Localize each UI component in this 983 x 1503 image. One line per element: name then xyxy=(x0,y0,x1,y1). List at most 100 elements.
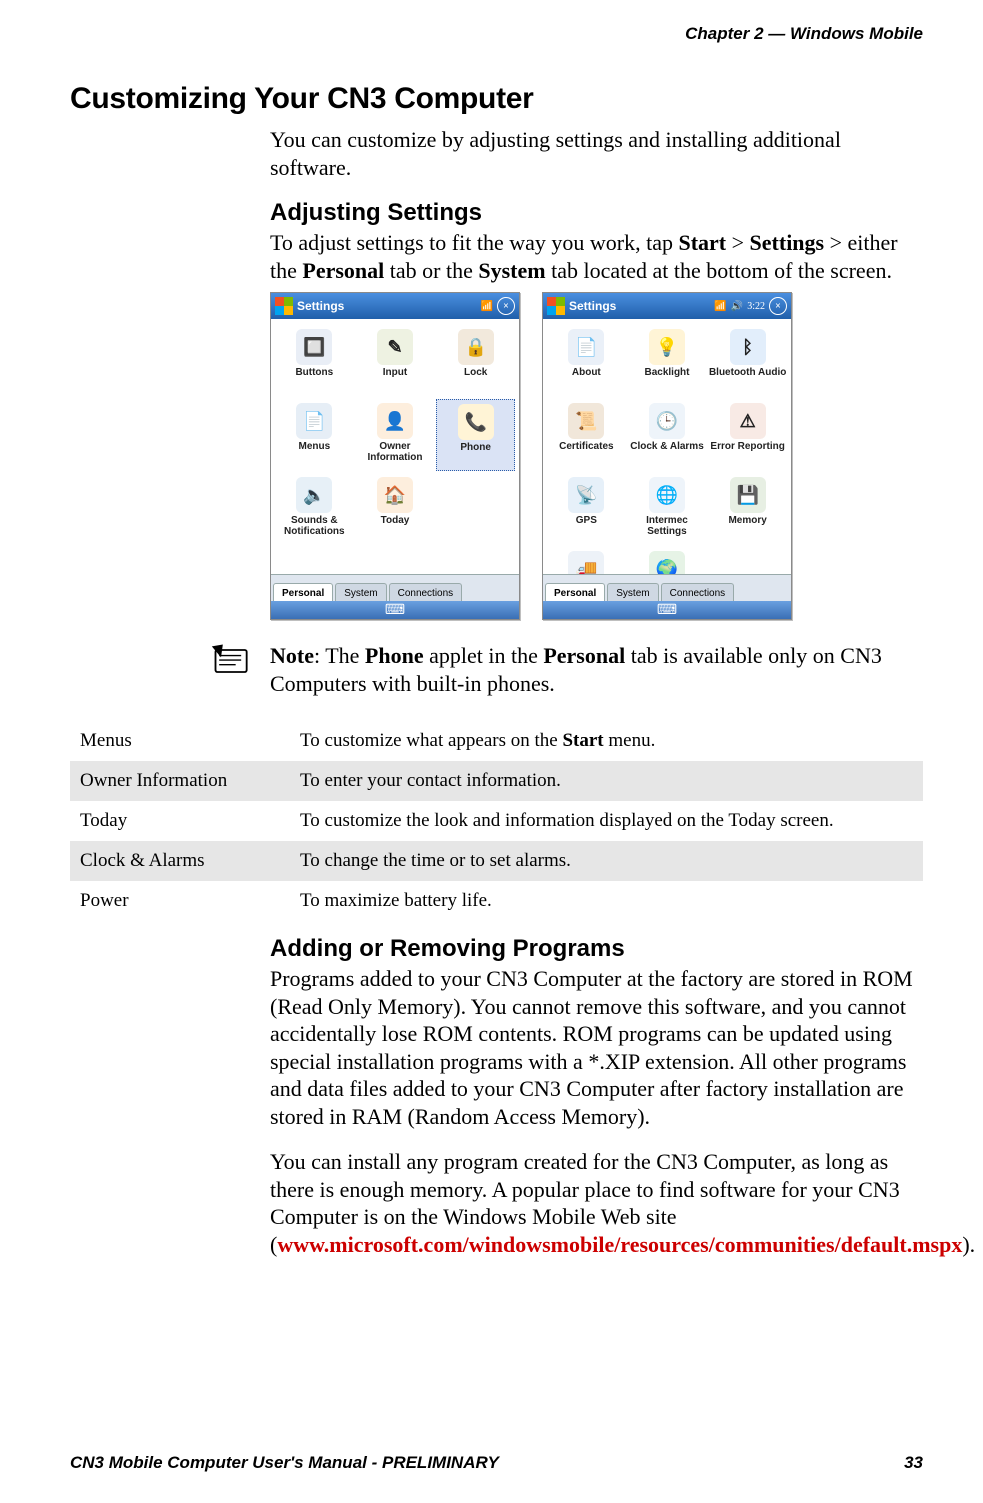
keyboard-icon: ⌨ xyxy=(385,602,405,619)
applet-label: Today xyxy=(381,515,410,526)
text: ). xyxy=(962,1232,975,1257)
settings-bold: Settings xyxy=(750,230,825,255)
table-value: To customize the look and information di… xyxy=(290,801,923,841)
running-header: Chapter 2 — Windows Mobile xyxy=(70,24,923,44)
tab-personal: Personal xyxy=(545,583,605,601)
table-key: Today xyxy=(70,801,290,841)
tab-bar: Personal System Connections xyxy=(543,574,791,601)
applet-grid-personal: 🔲Buttons✎Input 🔒 Lock 📄Menus 👤Owner Informat… xyxy=(271,319,519,573)
applet-item: 🔲Buttons xyxy=(275,325,354,397)
adding-p1: Programs added to your CN3 Computer at t… xyxy=(270,965,923,1130)
intro-paragraph: You can customize by adjusting settings … xyxy=(270,126,923,181)
applet-icon: 🔒 xyxy=(458,329,494,365)
table-value: To change the time or to set alarms. xyxy=(290,841,923,881)
note-label: Note xyxy=(270,643,314,668)
applet-icon: 💡 xyxy=(649,329,685,365)
clock-text: 3:22 xyxy=(747,301,765,312)
screenshots-row: Settings 📶 × 🔲Buttons✎Input 🔒 Lock 📄Menus 👤O… xyxy=(270,292,923,620)
applet-item: 🔒 Lock xyxy=(436,325,515,397)
applet-item: 🌐Intermec Settings xyxy=(628,473,707,545)
applet-item: 📜Certificates xyxy=(547,399,626,471)
applet-item: 📞Phone xyxy=(436,399,515,471)
text: > xyxy=(726,230,749,255)
applet-item: 🕒Clock & Alarms xyxy=(628,399,707,471)
adjusting-heading: Adjusting Settings xyxy=(270,199,923,227)
table-row: Owner InformationTo enter your contact i… xyxy=(70,761,923,801)
table-row: Clock & AlarmsTo change the time or to s… xyxy=(70,841,923,881)
applet-icon: ⚠ xyxy=(730,403,766,439)
table-key: Owner Information xyxy=(70,761,290,801)
table-row: MenusTo customize what appears on the St… xyxy=(70,721,923,761)
applet-item: 💡Backlight xyxy=(628,325,707,397)
close-icon: × xyxy=(769,297,787,315)
applet-grid-system: 📄 About 💡BacklightᛒBluetooth Audio 📜Certifi… xyxy=(543,319,791,573)
applet-label: Input xyxy=(383,367,407,378)
applet-label: Certificates xyxy=(559,441,613,452)
applet-label: GPS xyxy=(576,515,597,526)
screenshot-system: Settings 📶 🔊 3:22 × 📄 About 💡BacklightᛒBlu… xyxy=(542,292,792,620)
table-row: PowerTo maximize battery life. xyxy=(70,881,923,921)
footer-left: CN3 Mobile Computer User's Manual - PREL… xyxy=(70,1453,499,1473)
table-key: Menus xyxy=(70,721,290,761)
tab-system: System xyxy=(335,583,386,601)
applet-item: 🔈Sounds & Notifications xyxy=(275,473,354,545)
note-icon xyxy=(210,642,254,685)
start-bold: Start xyxy=(678,230,726,255)
applet-icon: 📡 xyxy=(568,477,604,513)
page-number: 33 xyxy=(904,1453,923,1473)
applet-icon: 📄 xyxy=(568,329,604,365)
tab-system: System xyxy=(607,583,658,601)
applet-item: 📄 About xyxy=(547,325,626,397)
signal-icon: 📶 xyxy=(714,301,726,312)
applet-item: 📡 GPS xyxy=(547,473,626,545)
soft-input-bar: ⌨ xyxy=(543,601,791,619)
applet-label: Lock xyxy=(464,367,487,378)
table-key: Power xyxy=(70,881,290,921)
main-heading: Customizing Your CN3 Computer xyxy=(70,82,923,116)
personal-bold: Personal xyxy=(302,258,384,283)
applet-label: Owner Information xyxy=(356,441,435,463)
adding-heading: Adding or Removing Programs xyxy=(270,935,923,963)
applet-label: Bluetooth Audio xyxy=(709,367,786,378)
screenshot-personal: Settings 📶 × 🔲Buttons✎Input 🔒 Lock 📄Menus 👤O… xyxy=(270,292,520,620)
text: tab located at the bottom of the screen. xyxy=(546,258,892,283)
sys-tray: 📶 × xyxy=(481,297,515,315)
applet-label: Intermec Settings xyxy=(628,515,707,537)
applet-icon: 👤 xyxy=(377,403,413,439)
settings-table: MenusTo customize what appears on the St… xyxy=(70,721,923,921)
titlebar: Settings 📶 🔊 3:22 × xyxy=(543,293,791,319)
applet-item: ⚠Error Reporting xyxy=(708,399,787,471)
soft-input-bar: ⌨ xyxy=(271,601,519,619)
text: To adjust settings to fit the way you wo… xyxy=(270,230,678,255)
applet-icon: 🔈 xyxy=(296,477,332,513)
table-row: TodayTo customize the look and informati… xyxy=(70,801,923,841)
applet-item: 💾Memory xyxy=(708,473,787,545)
system-bold: System xyxy=(478,258,545,283)
tab-connections: Connections xyxy=(389,583,463,601)
applet-icon: 🏠 xyxy=(377,477,413,513)
table-value: To enter your contact information. xyxy=(290,761,923,801)
applet-icon: 📞 xyxy=(458,404,494,440)
applet-item: 🏠 Today xyxy=(356,473,435,545)
applet-item: ✎Input xyxy=(356,325,435,397)
tab-personal: Personal xyxy=(273,583,333,601)
applet-icon: 🔲 xyxy=(296,329,332,365)
sys-tray: 📶 🔊 3:22 × xyxy=(714,297,787,315)
text: tab or the xyxy=(384,258,478,283)
applet-icon: 🕒 xyxy=(649,403,685,439)
adjusting-paragraph: To adjust settings to fit the way you wo… xyxy=(270,229,923,284)
note-text: Note: The Phone applet in the Personal t… xyxy=(270,642,923,697)
windows-mobile-link[interactable]: www.microsoft.com/windowsmobile/resource… xyxy=(277,1232,962,1257)
window-title: Settings xyxy=(297,299,477,313)
applet-item: 📄Menus xyxy=(275,399,354,471)
start-flag-icon xyxy=(547,297,565,315)
page-footer: CN3 Mobile Computer User's Manual - PREL… xyxy=(70,1453,923,1473)
adding-p2: You can install any program created for … xyxy=(270,1148,923,1258)
applet-icon: 💾 xyxy=(730,477,766,513)
keyboard-icon: ⌨ xyxy=(657,602,677,619)
applet-label: About xyxy=(572,367,601,378)
start-flag-icon xyxy=(275,297,293,315)
table-value: To maximize battery life. xyxy=(290,881,923,921)
applet-item: ᛒBluetooth Audio xyxy=(708,325,787,397)
applet-icon: 📄 xyxy=(296,403,332,439)
